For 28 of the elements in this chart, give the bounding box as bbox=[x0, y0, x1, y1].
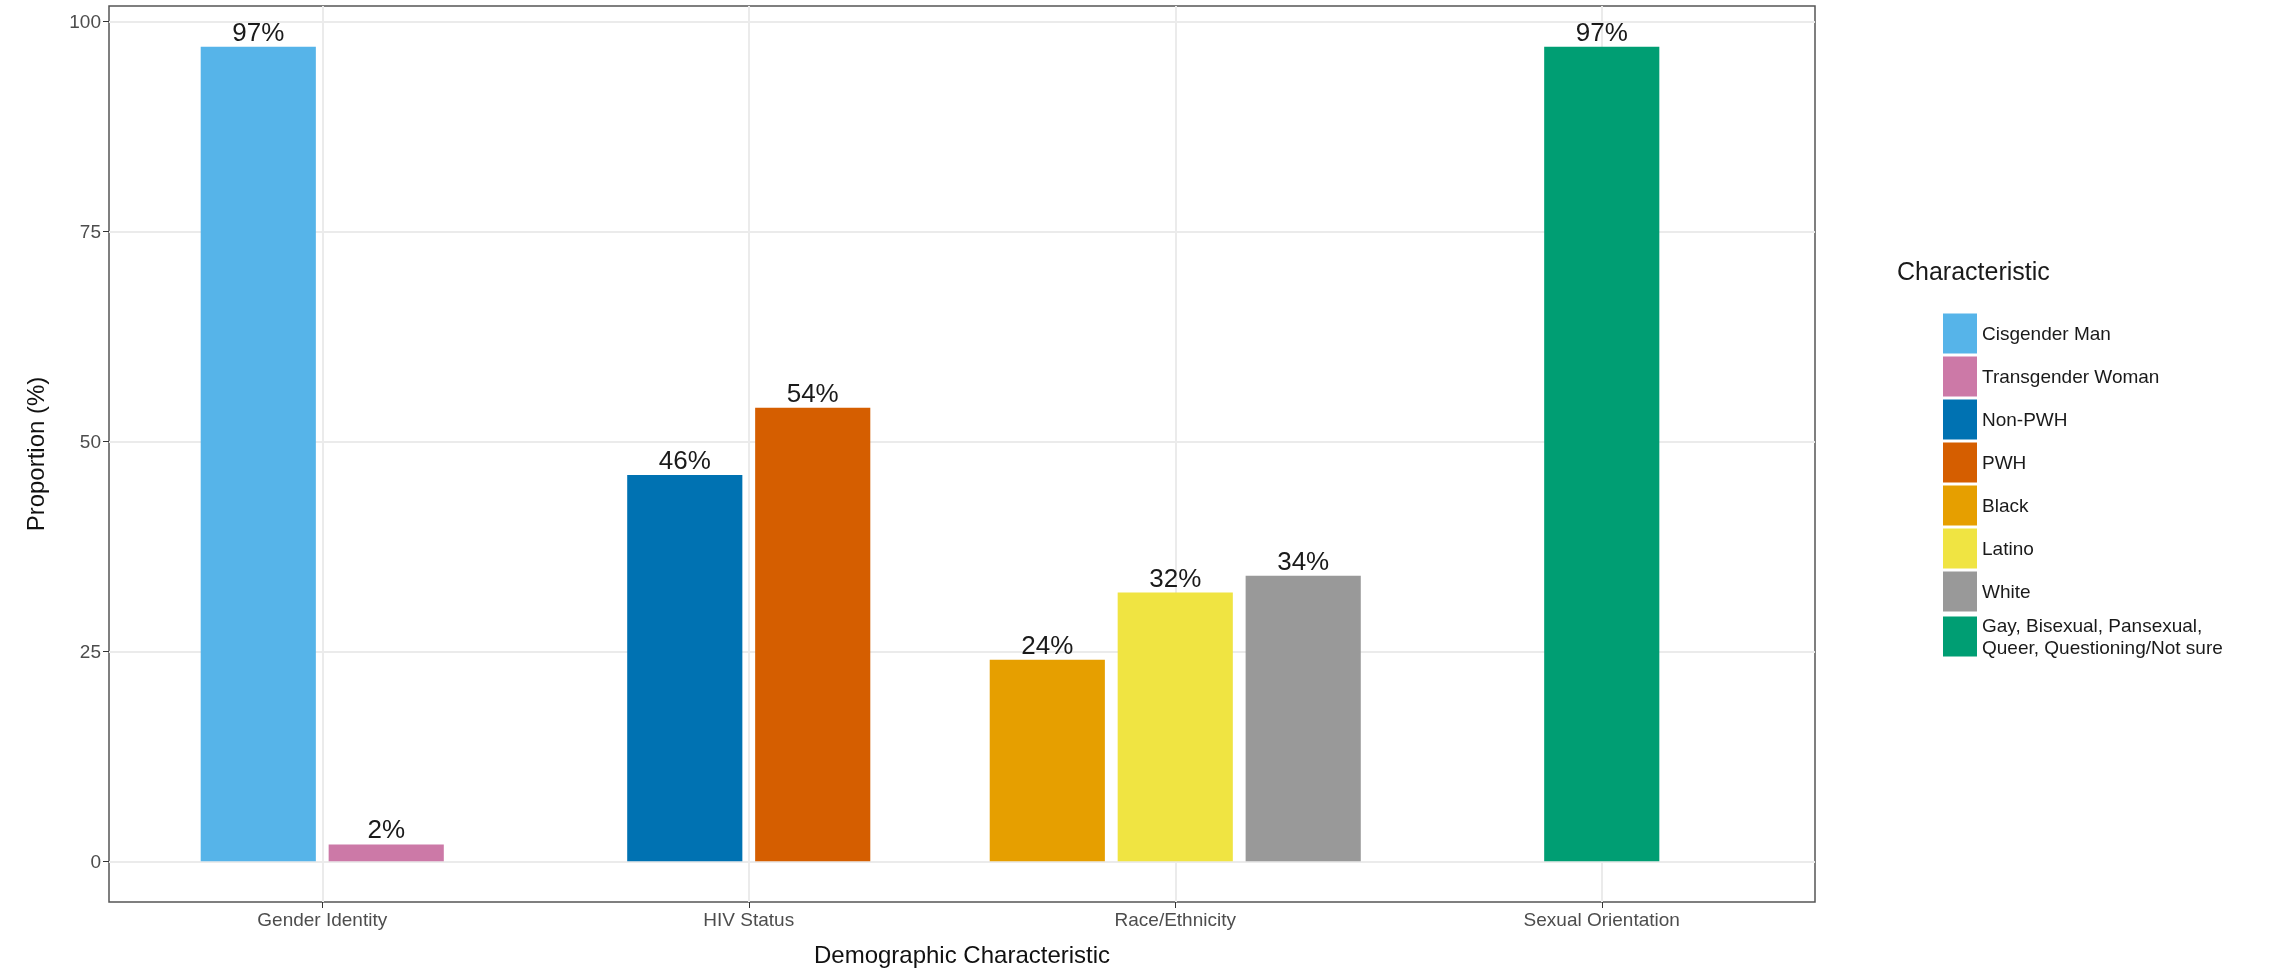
y-tick-label: 50 bbox=[79, 430, 101, 452]
legend-label: Cisgender Man bbox=[1982, 323, 2111, 344]
legend-label: Non-PWH bbox=[1982, 409, 2068, 430]
legend-label: Black bbox=[1982, 495, 2029, 516]
x-tick-label: Sexual Orientation bbox=[1523, 909, 1680, 930]
data-label: 32% bbox=[1149, 562, 1202, 593]
data-label: 24% bbox=[1021, 629, 1074, 660]
y-tick-label: 0 bbox=[90, 850, 101, 872]
legend-label: PWH bbox=[1982, 452, 2027, 473]
data-label: 97% bbox=[1575, 16, 1628, 47]
legend-label: Gay, Bisexual, Pansexual, Queer, Questioning/Not sure bbox=[1982, 615, 2223, 658]
data-label: 54% bbox=[786, 377, 839, 408]
x-tick-label: HIV Status bbox=[703, 909, 795, 930]
legend-label: White bbox=[1982, 581, 2031, 602]
data-label: 2% bbox=[367, 814, 406, 845]
y-tick-label: 100 bbox=[69, 11, 101, 33]
x-tick-label: Race/Ethnicity bbox=[1114, 909, 1237, 930]
data-label: 34% bbox=[1277, 545, 1330, 576]
y-axis-title: Proportion (%) bbox=[21, 376, 49, 532]
legend-label: Transgender Woman bbox=[1982, 366, 2160, 387]
legend-label: Latino bbox=[1982, 538, 2034, 559]
x-tick-label: Gender Identity bbox=[257, 909, 388, 930]
legend-title: Characteristic bbox=[1897, 256, 2050, 285]
x-axis-title: Demographic Characteristic bbox=[813, 940, 1111, 968]
data-label: 46% bbox=[658, 444, 711, 475]
data-label: 97% bbox=[232, 16, 285, 47]
y-tick-label: 25 bbox=[79, 640, 101, 662]
y-tick-label: 75 bbox=[79, 220, 101, 242]
